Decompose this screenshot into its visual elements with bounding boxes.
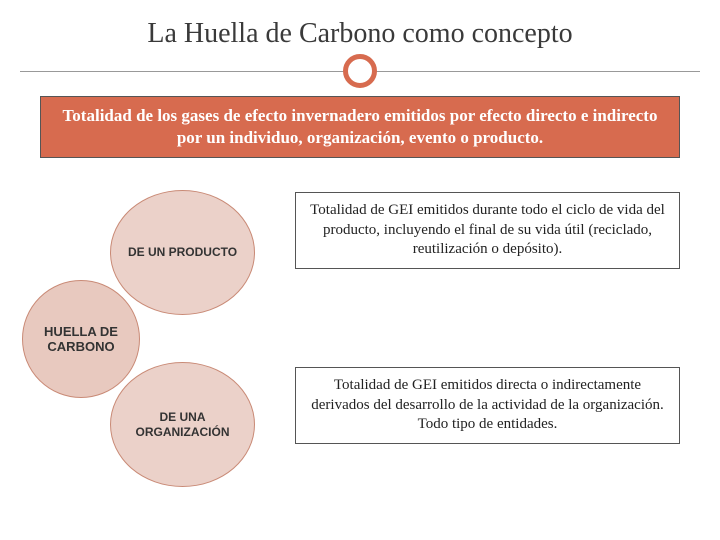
diagram-area: DE UN PRODUCTO DE UNA ORGANIZACIÓN HUELL… (0, 172, 720, 512)
ring-icon (343, 54, 377, 88)
organization-circle: DE UNA ORGANIZACIÓN (110, 362, 255, 487)
product-description: Totalidad de GEI emitidos durante todo e… (295, 192, 680, 269)
product-circle: DE UN PRODUCTO (110, 190, 255, 315)
main-circle: HUELLA DE CARBONO (22, 280, 140, 398)
definition-box: Totalidad de los gases de efecto inverna… (40, 96, 680, 158)
product-circle-label: DE UN PRODUCTO (128, 245, 237, 259)
organization-description: Totalidad de GEI emitidos directa o indi… (295, 367, 680, 444)
title-divider (0, 56, 720, 86)
main-circle-label: HUELLA DE CARBONO (33, 324, 129, 355)
organization-circle-label: DE UNA ORGANIZACIÓN (121, 410, 244, 439)
slide-title: La Huella de Carbono como concepto (0, 0, 720, 56)
